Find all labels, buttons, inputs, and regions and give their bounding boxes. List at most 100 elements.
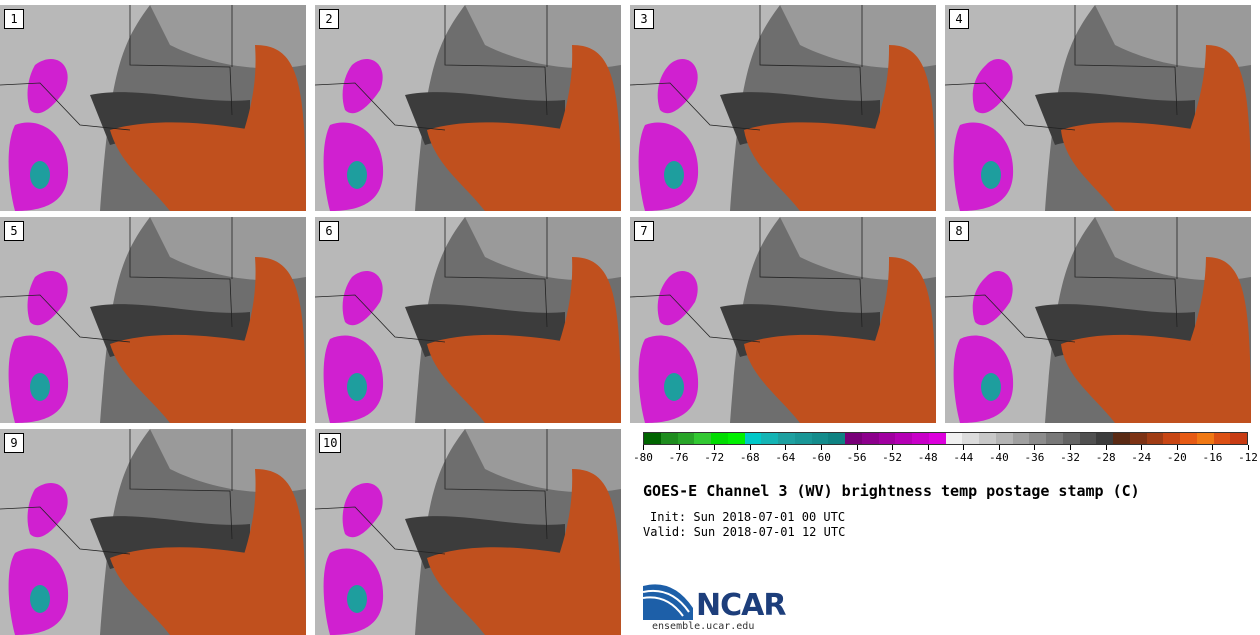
colorbar-segment bbox=[895, 433, 912, 444]
panel-number: 9 bbox=[4, 433, 24, 453]
valid-time: Valid: Sun 2018-07-01 12 UTC bbox=[643, 525, 846, 539]
colorbar-tick bbox=[1105, 445, 1107, 450]
colorbar-tick bbox=[714, 445, 716, 450]
colorbar-tick-label: -72 bbox=[704, 451, 725, 464]
colorbar-tick bbox=[1176, 445, 1178, 450]
colorbar-segment bbox=[1046, 433, 1063, 444]
panel-number: 2 bbox=[319, 9, 339, 29]
colorbar bbox=[643, 432, 1248, 445]
colorbar-segment bbox=[1213, 433, 1231, 444]
colorbar-segment bbox=[677, 433, 695, 444]
colorbar-tick bbox=[749, 445, 751, 450]
colorbar-tick-label: -12 bbox=[1238, 451, 1258, 464]
water-vapor-imagery bbox=[315, 429, 621, 635]
colorbar-tick-label: -28 bbox=[1095, 451, 1116, 464]
colorbar-tick-label: -40 bbox=[988, 451, 1009, 464]
colorbar-segment bbox=[995, 433, 1013, 444]
colorbar-tick-label: -52 bbox=[882, 451, 903, 464]
colorbar-tick bbox=[1070, 445, 1072, 450]
map-panel-1: 1 bbox=[0, 5, 306, 211]
colorbar-segment bbox=[962, 433, 979, 444]
water-vapor-imagery bbox=[0, 5, 306, 211]
water-vapor-imagery bbox=[630, 5, 936, 211]
colorbar-tick-label: -36 bbox=[1024, 451, 1045, 464]
colorbar-tick bbox=[785, 445, 787, 450]
colorbar-segment bbox=[861, 433, 879, 444]
logo-url[interactable]: ensemble.ucar.edu bbox=[652, 621, 755, 632]
map-panel-10: 10 bbox=[315, 429, 621, 635]
colorbar-tick bbox=[856, 445, 858, 450]
colorbar-segment bbox=[711, 433, 728, 444]
colorbar-tick bbox=[678, 445, 680, 450]
colorbar-segment bbox=[912, 433, 929, 444]
water-vapor-imagery bbox=[315, 217, 621, 423]
colorbar-segment bbox=[1079, 433, 1097, 444]
colorbar-segment bbox=[1096, 433, 1113, 444]
colorbar-segment bbox=[778, 433, 795, 444]
map-panel-6: 6 bbox=[315, 217, 621, 423]
logo-text: NCAR bbox=[696, 588, 786, 623]
colorbar-tick-label: -60 bbox=[811, 451, 831, 464]
colorbar-segment bbox=[744, 433, 762, 444]
map-panel-9: 9 bbox=[0, 429, 306, 635]
colorbar-segment bbox=[694, 433, 711, 444]
colorbar-tick-label: -32 bbox=[1060, 451, 1080, 464]
water-vapor-imagery bbox=[0, 429, 306, 635]
colorbar-tick-label: -68 bbox=[739, 451, 760, 464]
colorbar-segment bbox=[878, 433, 896, 444]
panel-number: 10 bbox=[319, 433, 342, 453]
colorbar-tick bbox=[927, 445, 929, 450]
colorbar-tick bbox=[1248, 445, 1249, 450]
map-panel-5: 5 bbox=[0, 217, 306, 423]
colorbar-tick-label: -56 bbox=[846, 451, 867, 464]
colorbar-segment bbox=[1062, 433, 1080, 444]
colorbar-tick bbox=[1034, 445, 1036, 450]
panel-number: 7 bbox=[634, 221, 654, 241]
map-panel-3: 3 bbox=[630, 5, 936, 211]
colorbar-segment bbox=[727, 433, 745, 444]
map-panel-8: 8 bbox=[945, 217, 1251, 423]
colorbar-segment bbox=[979, 433, 996, 444]
colorbar-segment bbox=[794, 433, 812, 444]
colorbar-tick-label: -16 bbox=[1202, 451, 1223, 464]
colorbar-segment bbox=[845, 433, 862, 444]
colorbar-segment bbox=[1146, 433, 1164, 444]
map-panel-7: 7 bbox=[630, 217, 936, 423]
colorbar-segment bbox=[945, 433, 963, 444]
colorbar-segment bbox=[828, 433, 845, 444]
colorbar-segment bbox=[660, 433, 678, 444]
colorbar-tick-label: -48 bbox=[917, 451, 938, 464]
map-panel-2: 2 bbox=[315, 5, 621, 211]
colorbar-tick bbox=[963, 445, 965, 450]
colorbar-tick bbox=[1212, 445, 1214, 450]
colorbar-tick-label: -80 bbox=[633, 451, 653, 464]
colorbar-tick bbox=[892, 445, 894, 450]
colorbar-segment bbox=[1113, 433, 1130, 444]
colorbar-segment bbox=[1012, 433, 1030, 444]
colorbar-segment bbox=[644, 433, 661, 444]
water-vapor-imagery bbox=[945, 5, 1251, 211]
water-vapor-imagery bbox=[315, 5, 621, 211]
colorbar-tick-label: -76 bbox=[668, 451, 689, 464]
colorbar-tick-label: -64 bbox=[775, 451, 796, 464]
colorbar-segment bbox=[1180, 433, 1197, 444]
colorbar-segment bbox=[928, 433, 946, 444]
colorbar-tick bbox=[1141, 445, 1143, 450]
ncar-logo-icon bbox=[643, 584, 693, 620]
colorbar-segment bbox=[1029, 433, 1046, 444]
map-panel-4: 4 bbox=[945, 5, 1251, 211]
colorbar-ticks: -80 -76 -72 -68 -64 -60 -56 -52 -48 -44 -40 -36 -32 -… bbox=[633, 445, 1258, 467]
init-time: Init: Sun 2018-07-01 00 UTC bbox=[650, 510, 846, 524]
water-vapor-imagery bbox=[630, 217, 936, 423]
colorbar-segment bbox=[811, 433, 829, 444]
colorbar-segment bbox=[1129, 433, 1147, 444]
colorbar-segment bbox=[1163, 433, 1180, 444]
colorbar-tick-label: -44 bbox=[953, 451, 974, 464]
colorbar-tick-label: -24 bbox=[1131, 451, 1152, 464]
colorbar-segment bbox=[1196, 433, 1214, 444]
colorbar-tick bbox=[643, 445, 644, 450]
colorbar-tick-label: -20 bbox=[1166, 451, 1187, 464]
colorbar-tick bbox=[820, 445, 822, 450]
colorbar-tick bbox=[998, 445, 1000, 450]
figure-title: GOES-E Channel 3 (WV) brightness temp po… bbox=[643, 482, 1140, 500]
